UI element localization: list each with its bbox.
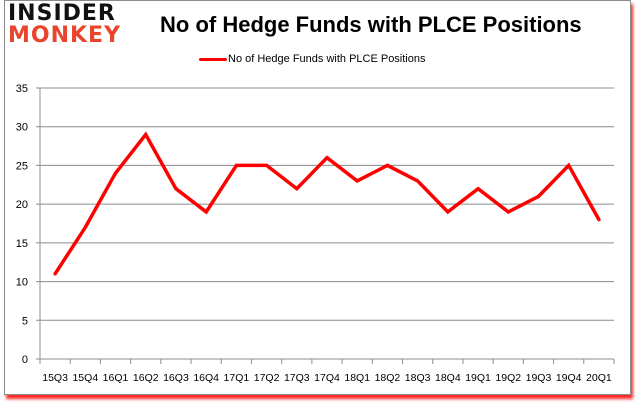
y-tick-label: 25 bbox=[16, 160, 28, 172]
x-tick-label: 19Q1 bbox=[465, 372, 491, 384]
y-tick-label: 30 bbox=[16, 122, 28, 134]
logo-text-insider: INSIDER bbox=[8, 1, 116, 26]
x-tick-label: 19Q2 bbox=[495, 372, 521, 384]
x-tick-label: 19Q3 bbox=[526, 372, 552, 384]
x-tick-label: 16Q3 bbox=[163, 372, 189, 384]
x-tick-label: 18Q2 bbox=[375, 372, 401, 384]
series-line bbox=[53, 131, 601, 276]
x-tick-label: 15Q3 bbox=[42, 372, 68, 384]
legend-label: No of Hedge Funds with PLCE Positions bbox=[228, 53, 426, 65]
y-tick-label: 5 bbox=[22, 315, 28, 327]
chart-frame bbox=[4, 0, 631, 395]
chart-title: No of Hedge Funds with PLCE Positions bbox=[160, 12, 582, 37]
x-tick-label: 15Q4 bbox=[72, 372, 98, 384]
y-tick-label: 0 bbox=[22, 354, 28, 366]
logo-text-monkey: MONKEY bbox=[8, 23, 122, 48]
x-tick-label: 18Q4 bbox=[435, 372, 461, 384]
x-tick-label: 20Q1 bbox=[586, 372, 612, 384]
x-tick-label: 16Q4 bbox=[193, 372, 219, 384]
x-tick-label: 17Q1 bbox=[224, 372, 250, 384]
y-tick-label: 35 bbox=[16, 83, 28, 95]
x-tick-label: 19Q4 bbox=[556, 372, 582, 384]
y-tick-label: 20 bbox=[16, 199, 28, 211]
x-tick-label: 17Q3 bbox=[284, 372, 310, 384]
x-tick-label: 18Q1 bbox=[344, 372, 370, 384]
y-tick-label: 15 bbox=[16, 238, 28, 250]
legend-line-swatch-icon bbox=[199, 57, 227, 61]
chart-legend: No of Hedge Funds with PLCE Positions bbox=[199, 53, 426, 65]
x-tick-label: 18Q3 bbox=[405, 372, 431, 384]
y-tick-label: 10 bbox=[16, 277, 28, 289]
x-tick-label: 17Q2 bbox=[254, 372, 280, 384]
insider-monkey-logo: INSIDER MONKEY bbox=[8, 2, 148, 54]
x-tick-label: 17Q4 bbox=[314, 372, 340, 384]
x-tick-label: 16Q2 bbox=[133, 372, 159, 384]
x-tick-label: 16Q1 bbox=[103, 372, 129, 384]
